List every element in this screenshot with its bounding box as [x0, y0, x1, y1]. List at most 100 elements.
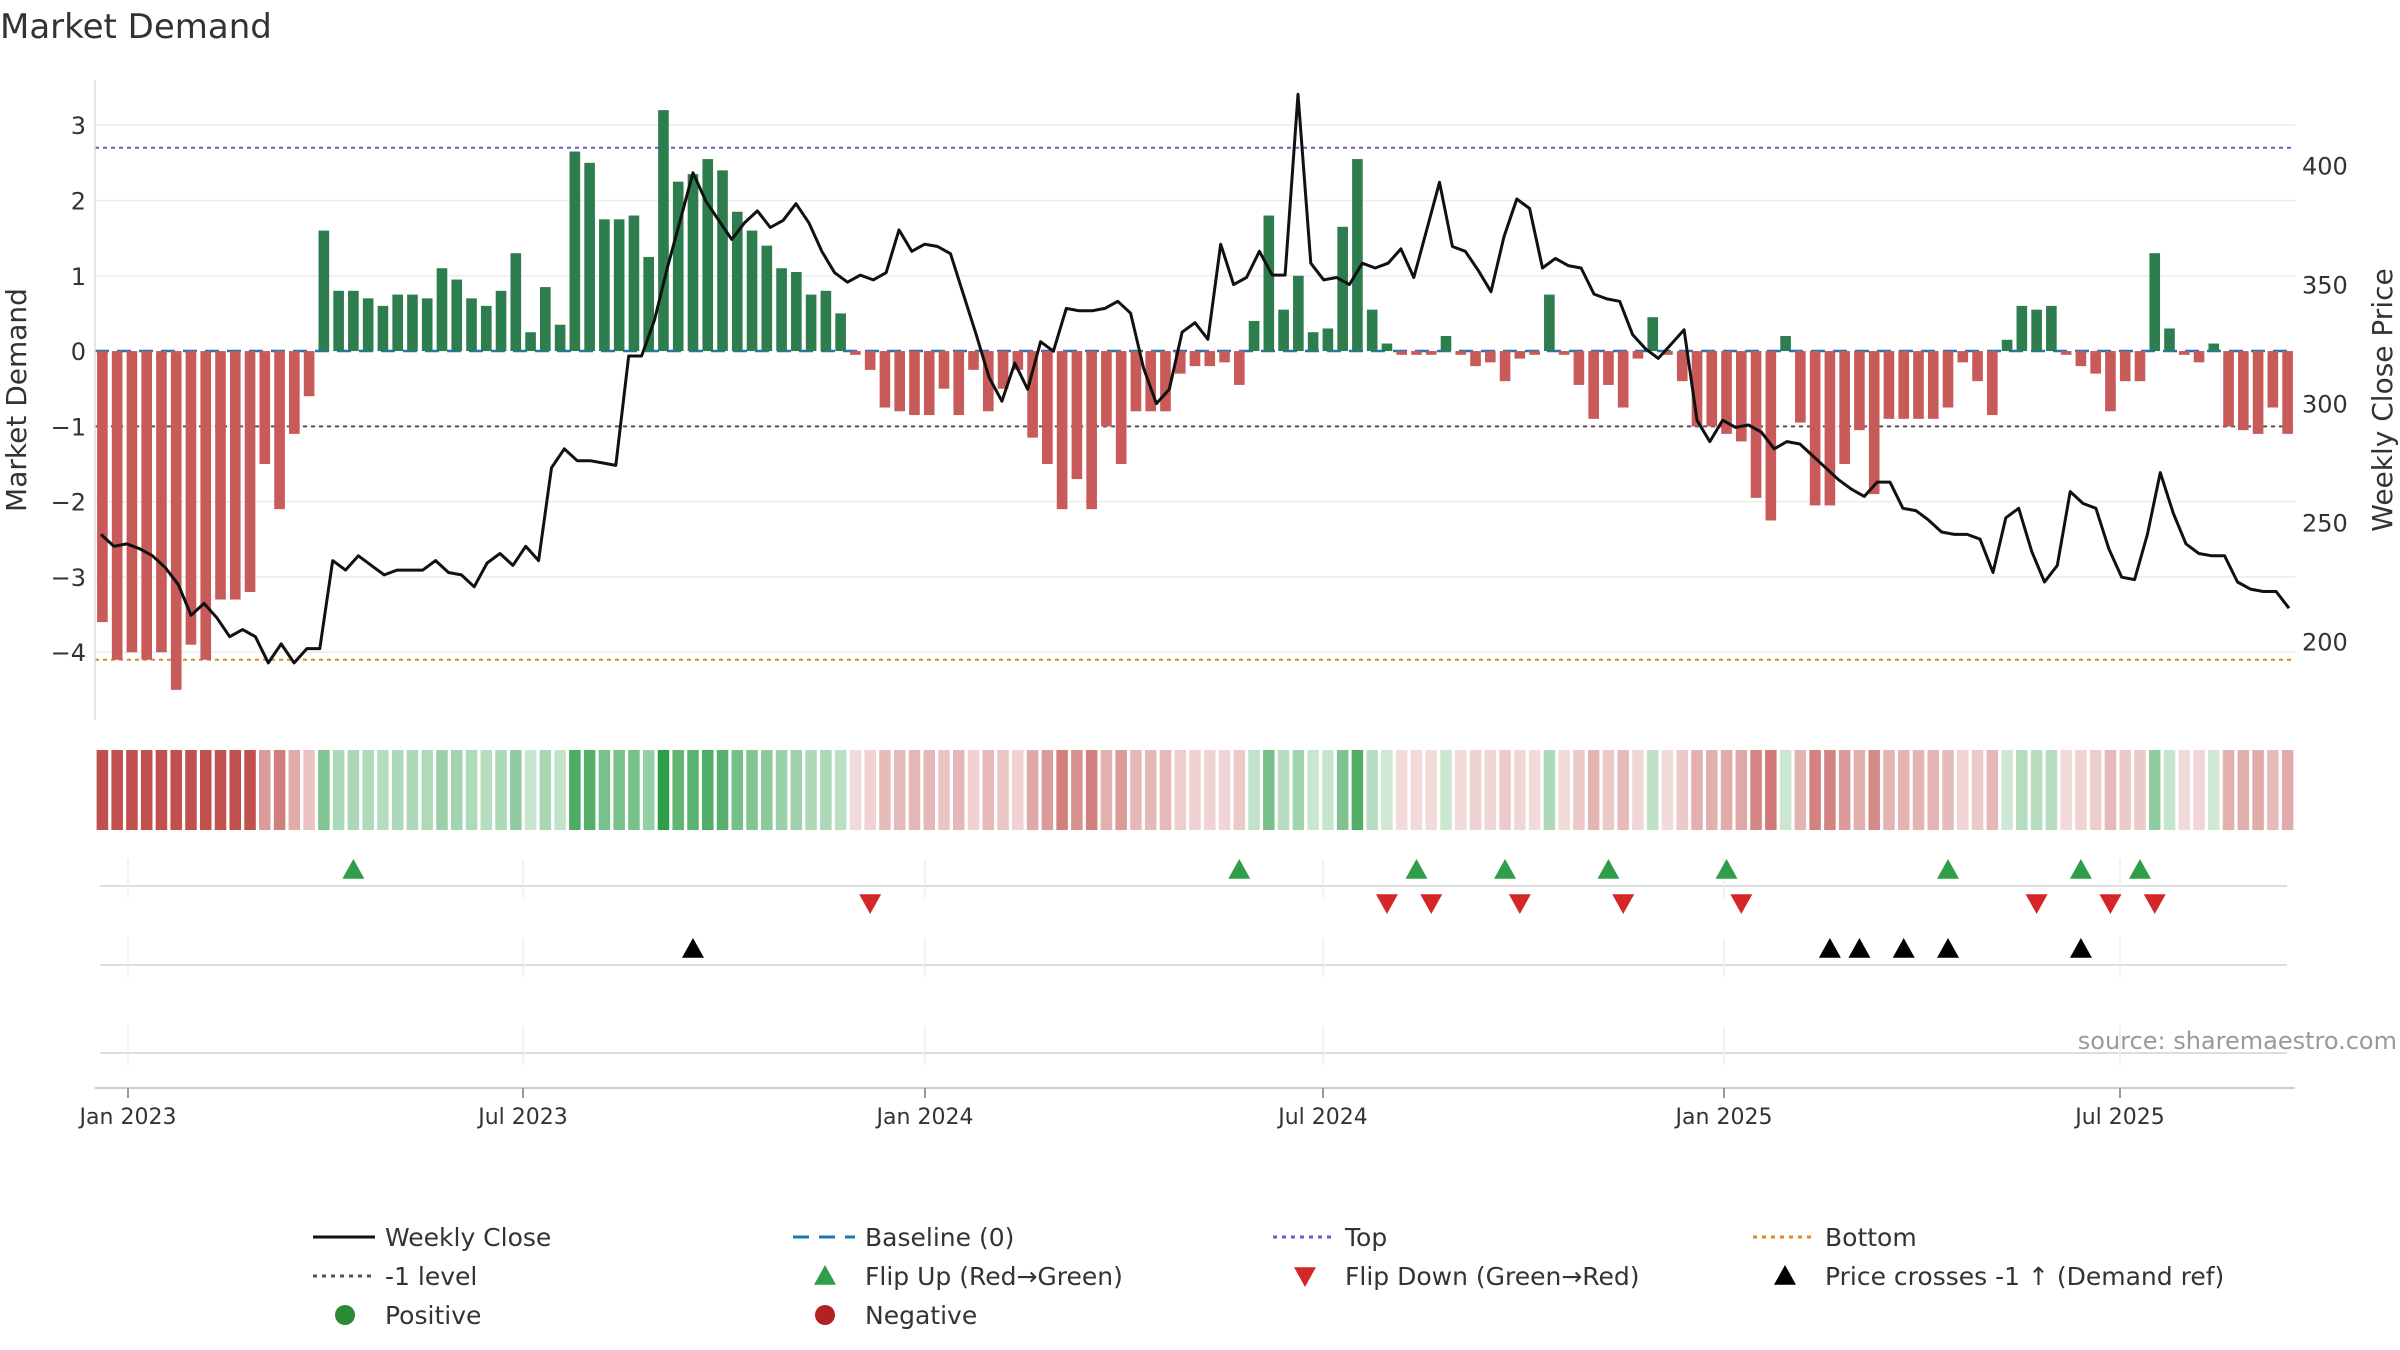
demand-bar [761, 245, 773, 352]
heat-cell [997, 750, 1009, 830]
flip-up-marker [2128, 859, 2151, 879]
demand-bar [244, 351, 256, 592]
heat-cell [953, 750, 965, 830]
heat-cell [1971, 750, 1984, 830]
flip-up-marker [1597, 859, 1620, 879]
flip-down-marker [2025, 894, 2048, 914]
demand-bar [1588, 351, 1599, 419]
cross-up-marker [1848, 938, 1871, 958]
demand-bar [1647, 317, 1659, 352]
demand-bar [126, 351, 138, 653]
demand-bar [2090, 351, 2101, 374]
heat-cell [1927, 750, 1940, 830]
heat-cell [1425, 750, 1437, 830]
signal-rows [100, 859, 2287, 1065]
heat-cell [1218, 750, 1231, 830]
heat-cell [2134, 750, 2146, 830]
heat-cell [1410, 750, 1423, 830]
demand-bar [1307, 332, 1319, 352]
demand-bar [746, 230, 758, 352]
demand-bar [2046, 305, 2057, 352]
heat-cell [1735, 750, 1748, 830]
demand-bar [1337, 226, 1348, 352]
demand-bar [2223, 351, 2234, 427]
demand-bar [1809, 351, 1821, 506]
heat-cell [672, 750, 684, 830]
demand-heat-strip [96, 750, 2294, 830]
demand-bar [1293, 275, 1304, 352]
heat-cell [879, 750, 891, 830]
y-tick-label-left: 3 [71, 112, 86, 140]
heat-cell [377, 750, 389, 830]
heat-cell [701, 750, 714, 830]
demand-bar [111, 351, 123, 660]
heat-cell [1263, 750, 1275, 830]
heat-cell [2252, 750, 2264, 830]
heat-cell [2119, 750, 2131, 830]
demand-bar [938, 351, 950, 389]
heat-cell [362, 750, 374, 830]
heat-cell [2075, 750, 2087, 830]
demand-bar [1854, 351, 1865, 431]
heat-cell [1883, 750, 1895, 830]
demand-bar [1676, 351, 1688, 382]
demand-bar [318, 230, 330, 352]
demand-bar [2001, 339, 2013, 352]
heat-cell [2222, 750, 2235, 830]
heat-cell [406, 750, 419, 830]
demand-bar [835, 313, 846, 352]
flip-down-marker [2143, 894, 2166, 914]
demand-bar [2105, 351, 2116, 412]
heat-cell [1543, 750, 1556, 830]
heat-cell [1809, 750, 1821, 830]
demand-bar [1750, 351, 1762, 498]
demand-bar [362, 298, 374, 352]
demand-bar [805, 294, 817, 352]
demand-bar [1219, 351, 1230, 363]
demand-bar [599, 219, 610, 352]
heat-cell [495, 750, 507, 830]
demand-bar [466, 298, 477, 352]
heat-cell [834, 750, 847, 830]
heat-cell [642, 750, 655, 830]
heat-cell [1484, 750, 1497, 830]
demand-bar [156, 351, 167, 653]
heat-cell [2163, 750, 2176, 830]
demand-bar [1263, 215, 1275, 352]
demand-bar [820, 290, 832, 352]
legend-swatch [335, 1305, 355, 1325]
demand-bar [259, 351, 271, 464]
heat-cell [1322, 750, 1334, 830]
heat-cell [244, 750, 256, 830]
demand-bar [2060, 351, 2072, 355]
heat-cell [790, 750, 803, 830]
heat-cell [1602, 750, 1615, 830]
demand-bar [982, 351, 994, 412]
heat-cell [1277, 750, 1290, 830]
demand-bar [2193, 351, 2205, 363]
heat-cell [923, 750, 935, 830]
heat-cell [1676, 750, 1689, 830]
cross-up-marker [681, 938, 704, 958]
demand-bar [348, 290, 359, 352]
heat-cell [1381, 750, 1393, 830]
demand-bar [2075, 351, 2087, 367]
heat-cell [1779, 750, 1792, 830]
demand-bar [2149, 253, 2161, 352]
y-tick-label-right: 200 [2302, 628, 2348, 656]
heat-cell [1646, 750, 1659, 830]
heat-cell [1071, 750, 1083, 830]
heat-cell [1144, 750, 1157, 830]
heat-cell [805, 750, 817, 830]
demand-bar [1839, 351, 1850, 464]
demand-bar [864, 351, 876, 370]
demand-bar [1071, 351, 1083, 480]
demand-bar [229, 351, 241, 600]
demand-bar [274, 351, 285, 510]
demand-bar [1735, 351, 1747, 442]
demand-bar [2119, 351, 2131, 382]
y-tick-label-left: −3 [51, 564, 86, 592]
axes: 3 2 1 0 −1 −2 −3 −4 400 350 300 250 200 [51, 80, 2348, 720]
y-tick-label-left: −2 [51, 489, 86, 517]
demand-bar [1514, 351, 1526, 359]
